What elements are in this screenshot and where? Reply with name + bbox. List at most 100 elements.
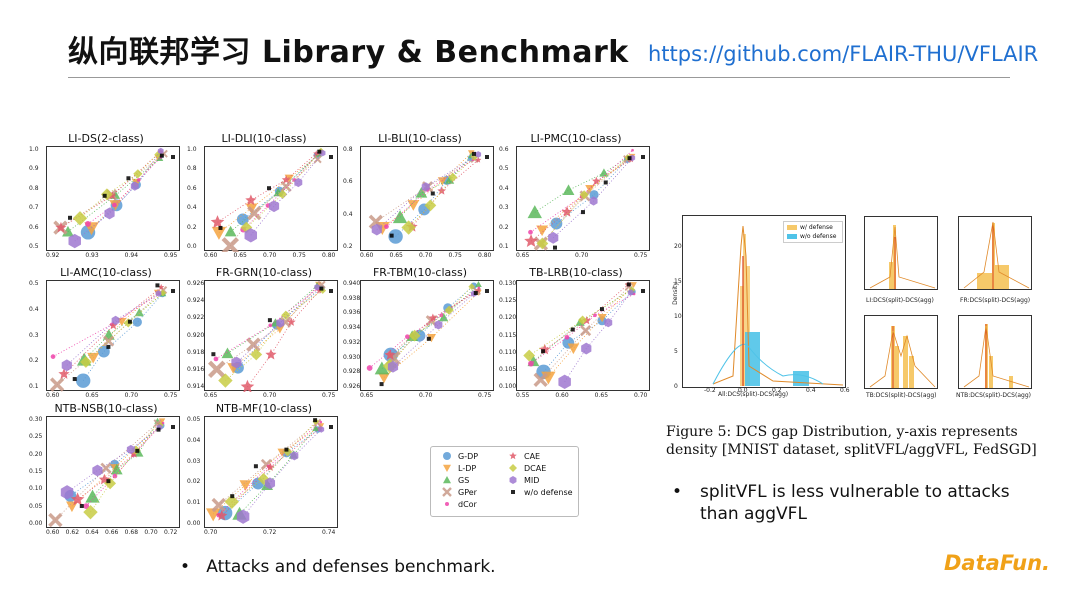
scatter-marker [132,317,142,327]
y-tick-label: 0.04 [187,436,201,444]
x-tick-label: 0.70 [124,392,139,399]
panel-plot-area [516,280,650,391]
density-legend-without: w/o defense [800,233,837,240]
scatter-marker [107,191,117,200]
github-link[interactable]: https://github.com/FLAIR-THU/VFLAIR [648,42,1039,66]
panel-scatter [210,147,333,252]
legend-label: L-DP [458,463,477,473]
x-tick-label: 0.65 [85,392,99,399]
y-tick-label: 0.4 [343,210,353,218]
scatter-marker [102,193,107,198]
scatter-marker [159,153,164,158]
panel-plot-area [360,146,494,251]
y-tick-label: 0.9 [29,165,39,173]
y-tick-label: 0.105 [499,365,517,373]
density-ntb-plot [958,315,1032,389]
scatter-marker [129,449,139,458]
legend-item: L-DP [441,463,476,473]
scatter-marker [581,342,592,355]
legend-item: MID [507,475,539,485]
scatter-marker [558,374,571,390]
scatter-marker [523,349,536,362]
density-li-xlabel: LI:DCS(split)-DCS(agg) [866,297,934,304]
scatter-marker [106,344,111,349]
scatter-marker [528,229,533,235]
legend-item: GPer [441,487,477,497]
panel-scatter [205,418,333,524]
x-tick-label: 0.68 [124,529,139,536]
legend-marker [442,487,452,497]
panel-scatter [53,147,175,249]
figure-caption: Figure 5: DCS gap Distribution, y-axis r… [666,424,1037,458]
density-legend-with: w/ defense [800,224,833,231]
scatter-marker [276,318,285,328]
scatter-marker [68,233,81,249]
y-tick-label: 0.3 [29,331,39,339]
scatter-marker [641,155,645,159]
legend-label: GPer [458,487,477,497]
scatter-marker [221,237,240,252]
panel-plot-area [204,416,338,528]
y-tick-label: 0.110 [499,348,517,356]
scatter-marker [329,289,333,293]
scatter-marker [155,290,162,297]
scatter-marker [439,313,444,318]
y-tick-label: 0.934 [343,324,361,332]
x-tick-label: 0.60 [360,252,374,259]
y-tick-label: 0.2 [343,243,353,250]
density-legend: w/ defense w/o defense [783,221,843,243]
bullet-attacks-text: Attacks and defenses benchmark. [206,557,496,577]
scatter-marker [548,231,559,244]
scatter-marker [245,194,257,206]
scatter-marker [224,225,237,237]
y-tick-label: 1.0 [187,146,197,153]
panel-plot-area [360,280,494,391]
x-tick-label: 0.60 [204,252,218,259]
scatter-marker [319,420,323,424]
scatter-marker [68,215,73,220]
scatter-marker [92,464,103,477]
scatter-marker [313,155,322,164]
bullet-splitvfl: • splitVFL is less vulnerable to attacks … [672,481,1036,525]
scatter-marker [329,425,333,429]
benchmark-panel: LI-PMC(10-class) 0.6 0.5 0.4 0.3 0.2 0.1 0.65 0.… [499,133,652,263]
y-tick-label: 0.1 [499,243,509,250]
legend-label: G-DP [458,451,479,461]
legend-label: DCAE [524,463,547,473]
scatter-marker [48,512,63,528]
scatter-marker [318,426,325,433]
scatter-marker [550,217,563,230]
scatter-marker [127,319,132,324]
scatter-marker [253,464,258,469]
y-tick-label: 0.5 [29,243,39,250]
y-tick-label: 0.100 [499,383,517,390]
density-curve [712,225,844,386]
scatter-marker [445,175,455,184]
legend-marker [443,464,451,472]
density-fr-xlabel: FR:DCS(split)-DCS(agg) [960,297,1031,304]
scatter-marker [536,237,549,250]
legend-marker [445,502,449,506]
scatter-marker [589,196,598,206]
y-tick-label: 0.4 [29,305,39,313]
scatter-marker [570,327,575,332]
y-tick-label: 0.00 [29,520,43,527]
density-tb-xlabel: TB:DCS(split)-DCS(agg) [866,392,937,399]
y-tick-label: 0.916 [187,365,205,373]
scatter-marker [389,233,394,238]
scatter-marker [236,509,250,524]
y-tick-label: 0.8 [187,165,197,173]
x-tick-label: 0.80 [322,252,336,259]
scatter-marker [366,365,373,371]
y-tick-label: 0.8 [343,146,353,153]
scatter-marker [424,199,437,212]
x-tick-label: 0.75 [322,392,336,399]
x-tick-label: 0.72 [263,529,277,536]
scatter-marker [641,289,645,293]
scatter-marker [374,361,390,375]
scatter-marker [628,286,636,294]
x-tick-label: 0.66 [105,529,119,536]
scatter-marker [378,372,390,384]
density-x-tick: 0.2 [772,387,782,394]
panel-title: NTB-MF(10-class) [215,402,313,415]
